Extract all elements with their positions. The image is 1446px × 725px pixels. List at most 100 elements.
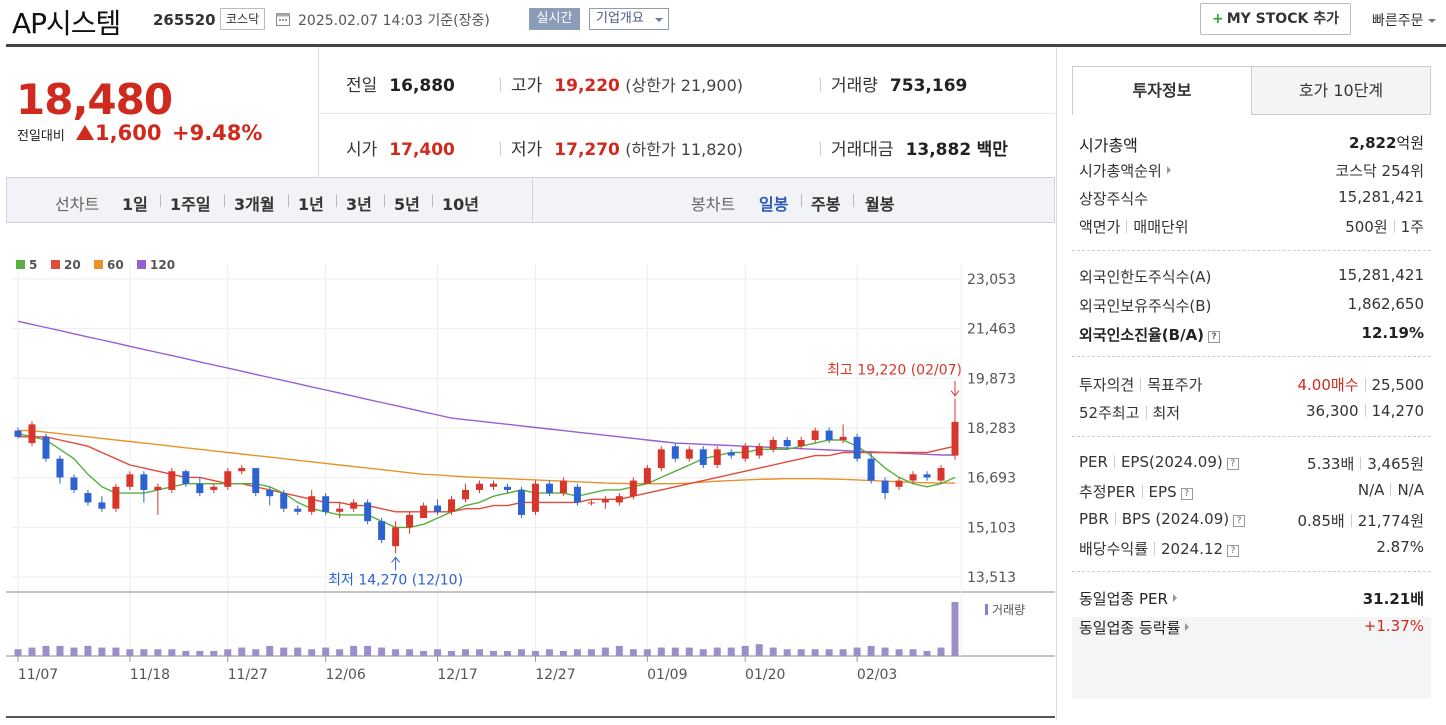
divider (1072, 436, 1431, 437)
help-icon[interactable]: ? (1233, 515, 1246, 527)
company-overview-label: 기업개요 (596, 11, 644, 26)
period-1d[interactable]: 1일 (122, 195, 148, 214)
volume-bar (657, 647, 665, 656)
label: 시가총액순위 (1079, 160, 1171, 181)
period-3y[interactable]: 3년 (346, 195, 372, 214)
legend-swatch (137, 260, 146, 269)
current-price: 18,480 (16, 75, 173, 124)
volume-bar (112, 647, 120, 656)
period-5y[interactable]: 5년 (394, 195, 420, 214)
high52-label: 52주최고 (1079, 404, 1140, 422)
candle-body (392, 527, 400, 547)
header-divider (6, 44, 1446, 47)
value: 500원 1주 (1345, 216, 1424, 237)
period-monthly[interactable]: 월봉 (865, 195, 895, 214)
volume-bar (294, 647, 302, 656)
help-icon[interactable]: ? (1226, 458, 1239, 470)
volume-legend-label: 거래량 (992, 603, 1025, 617)
chart-bottom-border (6, 716, 1055, 718)
min-arrowhead-icon (391, 556, 400, 563)
candle-body (643, 468, 651, 484)
candle-body (448, 499, 456, 512)
stats-divider (320, 113, 1055, 114)
stock-code: 265520 (153, 11, 216, 29)
per-label: PER (1079, 453, 1108, 471)
price-chart[interactable]: 23,053 21,463 19,873 18,283 16,693 15,103 13,5… (6, 224, 1055, 719)
opinion-value: 4.00매수 (1297, 376, 1359, 394)
candle-body (867, 458, 875, 481)
help-icon[interactable]: ? (1227, 545, 1240, 557)
add-mystock-label: MY STOCK 추가 (1226, 11, 1339, 27)
period-1w[interactable]: 1주일 (170, 195, 211, 214)
legend-swatch (16, 260, 25, 269)
help-icon[interactable]: ? (1208, 331, 1221, 343)
period-weekly[interactable]: 주봉 (811, 195, 841, 214)
volume-bar (182, 650, 190, 656)
legend-swatch (51, 260, 60, 269)
candle-body (308, 496, 316, 512)
tab-orderbook[interactable]: 호가 10단계 (1251, 66, 1431, 115)
volume-bar (559, 650, 567, 656)
help-icon[interactable]: ? (1180, 488, 1193, 500)
tab-invest-info[interactable]: 투자정보 (1072, 66, 1252, 115)
stat-unit: 백만 (976, 140, 1008, 160)
volume-bar (503, 650, 511, 656)
volume-bar (881, 647, 889, 656)
volume-bar (587, 649, 595, 656)
value: 15,281,421 (1338, 188, 1424, 206)
value: 2,822억원 (1349, 132, 1424, 153)
candle-body (573, 486, 581, 503)
ma20-line (18, 436, 956, 513)
period-daily[interactable]: 일봉 (759, 195, 789, 214)
candle-body (182, 471, 190, 484)
opinion-label: 투자의견 (1079, 376, 1135, 394)
rank-label: 시가총액순위 (1079, 162, 1162, 180)
chevron-right-icon (1172, 594, 1177, 602)
add-mystock-button[interactable]: + MY STOCK 추가 (1200, 3, 1351, 35)
volume-bar (825, 649, 833, 656)
stock-header: AP시스템 265520 코스닥 2025.02.07 14:03 기준(장중)… (0, 0, 1446, 44)
stat-label: 고가 (511, 76, 543, 96)
price-change-value: 1,600 (95, 121, 162, 145)
volume-bar (266, 645, 274, 656)
candle-body (28, 424, 36, 444)
period-10y[interactable]: 10년 (442, 195, 479, 214)
value: 2.87% (1376, 538, 1424, 556)
volume-bar (713, 647, 721, 656)
company-overview-dropdown[interactable]: 기업개요 (589, 8, 669, 30)
candle-body (657, 449, 665, 469)
dividend-label: 배당수익률 (1079, 540, 1149, 558)
realtime-button[interactable]: 실시간 (529, 8, 580, 30)
volume-bar (573, 649, 581, 656)
ma5-line (17, 433, 956, 529)
candle-body (797, 439, 805, 447)
candlestick-chart[interactable]: 23,053 21,463 19,873 18,283 16,693 15,103 13,5… (6, 224, 1055, 719)
candle-body (825, 430, 833, 440)
volume-bar (140, 649, 148, 656)
candle-body (462, 489, 470, 500)
label: 액면가 매매단위 (1079, 216, 1189, 237)
volume-bar (531, 650, 539, 656)
volume-bar (252, 649, 260, 656)
divider (1072, 571, 1431, 572)
market-badge: 코스닥 (220, 8, 266, 30)
candle-body (783, 439, 791, 447)
value: 4.00매수 25,500 (1298, 374, 1425, 395)
est-per-label: 추정PER (1079, 483, 1136, 501)
candle-body (70, 477, 78, 490)
volume-bar (517, 649, 525, 656)
label: 배당수익률 2024.12? (1079, 538, 1240, 559)
est-eps-label: EPS (1148, 483, 1177, 501)
period-3m[interactable]: 3개월 (234, 195, 275, 214)
volume-bar (699, 649, 707, 656)
timestamp: 2025.02.07 14:03 기준(장중) (298, 13, 490, 29)
volume-bar (727, 647, 735, 656)
bps-value: 21,774원 (1357, 512, 1424, 530)
ratio-label: 외국인소진율(B/A) (1079, 326, 1205, 344)
volume-bar (545, 649, 553, 656)
volume-bar (937, 647, 945, 656)
period-1y[interactable]: 1년 (298, 195, 324, 214)
quick-order-dropdown[interactable]: 빠른주문 (1372, 10, 1436, 30)
candle-chart-label: 봉차트 (691, 195, 736, 214)
candle-body (937, 468, 945, 481)
